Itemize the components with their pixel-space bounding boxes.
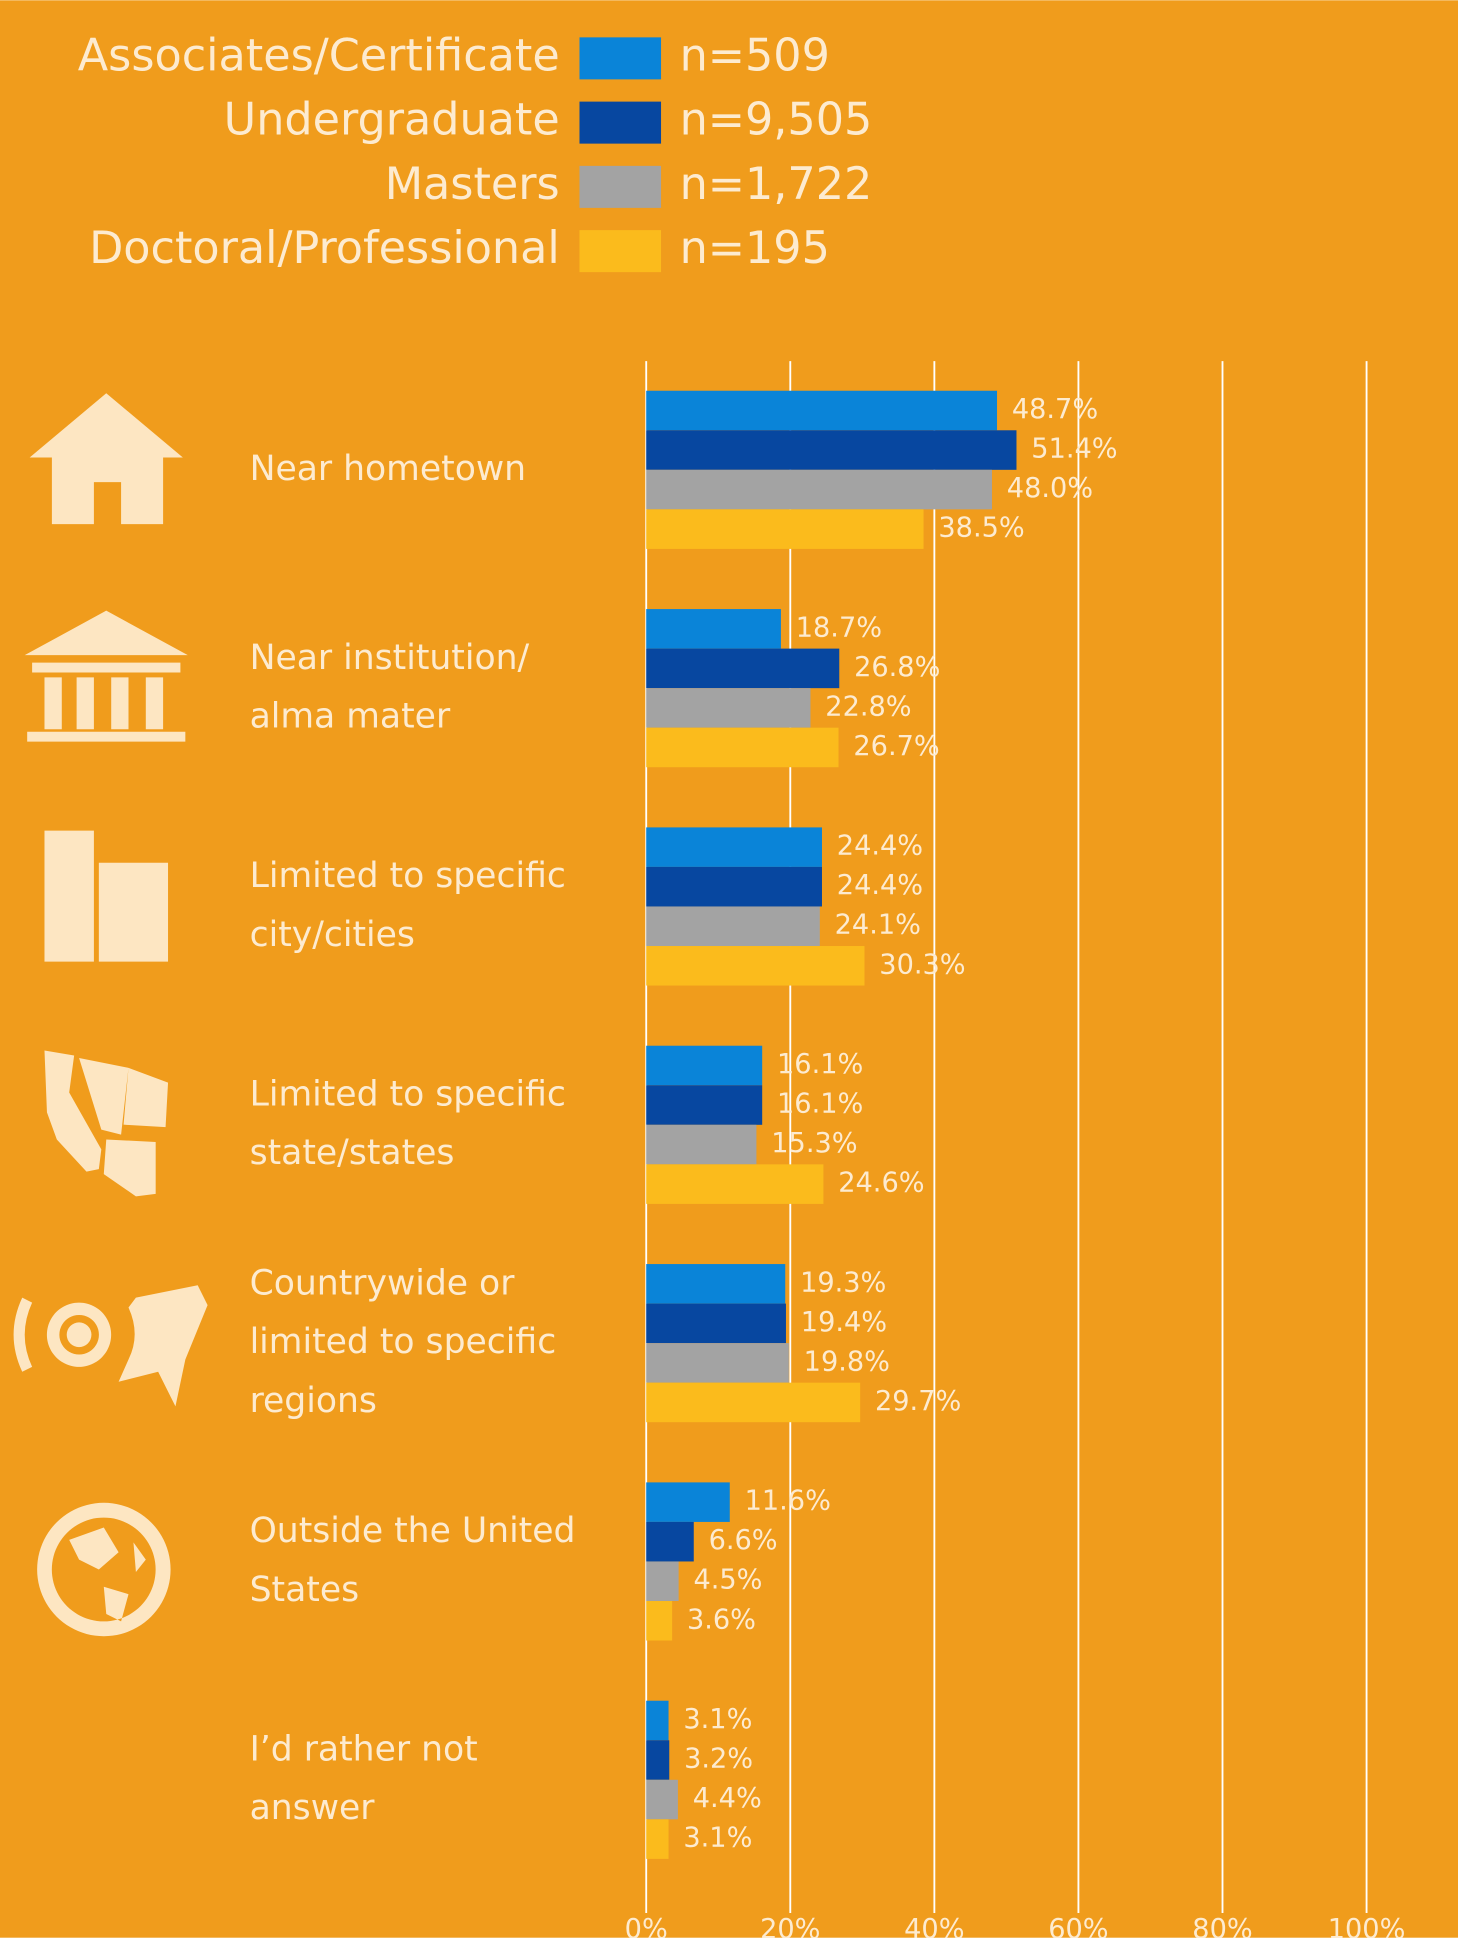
- bar: [646, 1561, 679, 1602]
- value-label: 24.6%: [838, 1168, 924, 1199]
- value-label: 19.8%: [804, 1346, 890, 1377]
- bar: [646, 688, 811, 728]
- bar: [646, 1303, 786, 1344]
- value-label: 3.2%: [684, 1744, 753, 1775]
- x-tick-label: 80%: [1192, 1914, 1252, 1938]
- category-label: Outside the United States: [250, 1511, 576, 1610]
- bar: [646, 1264, 786, 1304]
- house-icon: [29, 393, 183, 525]
- value-label: 19.4%: [801, 1307, 887, 1338]
- value-label: 51.4%: [1031, 434, 1117, 465]
- bar: [646, 1343, 789, 1383]
- value-label: 16.1%: [777, 1049, 863, 1080]
- legend-swatch: [579, 101, 662, 144]
- bar: [646, 827, 822, 867]
- value-label: 48.7%: [1012, 394, 1098, 425]
- bar: [646, 906, 820, 947]
- value-label: 4.4%: [693, 1783, 762, 1814]
- bar: [646, 1819, 669, 1859]
- legend: Associates/Certificate n=509 Undergraduate…: [78, 30, 873, 274]
- category-label: Countrywide or limited to specific regions: [250, 1263, 557, 1420]
- value-label: 6.6%: [709, 1525, 778, 1556]
- legend-label: Associates/Certificate: [78, 30, 560, 81]
- category-label: Near institution/alma mater: [250, 637, 530, 736]
- bar: [646, 609, 781, 649]
- value-label: 30.3%: [879, 949, 965, 980]
- icons: [13, 393, 208, 1637]
- legend-swatch: [579, 165, 662, 208]
- value-label: 16.1%: [777, 1089, 863, 1120]
- country-icon: [13, 1285, 208, 1407]
- legend-swatch: [579, 37, 662, 80]
- bar: [646, 1124, 757, 1165]
- bar: [646, 1521, 694, 1562]
- x-tick-label: 0%: [625, 1914, 668, 1938]
- bar: [646, 1164, 824, 1204]
- category-label: Limited to specific state/states: [250, 1074, 566, 1173]
- value-label: 4.5%: [693, 1565, 762, 1596]
- value-label: 11.6%: [745, 1486, 831, 1517]
- value-label: 3.1%: [683, 1704, 752, 1735]
- bars: Near hometown 48.7% 51.4% 48.0% 38.5% Near in…: [250, 390, 1118, 1859]
- globe-icon: [37, 1502, 171, 1637]
- bar: [646, 1482, 730, 1522]
- value-label: 18.7%: [796, 612, 882, 643]
- value-label: 15.3%: [771, 1128, 857, 1159]
- states-icon: [44, 1050, 169, 1197]
- x-tick-label: 60%: [1048, 1914, 1108, 1938]
- category-label: Limited to specific city/cities: [250, 856, 566, 955]
- value-label: 3.1%: [683, 1823, 752, 1854]
- value-label: 19.3%: [800, 1267, 886, 1298]
- legend-sample: n=1,722: [680, 159, 873, 210]
- bar: [646, 469, 992, 510]
- value-label: 24.4%: [837, 870, 923, 901]
- value-label: 26.8%: [854, 652, 940, 683]
- legend-swatch: [579, 230, 662, 273]
- value-label: 48.0%: [1007, 473, 1093, 504]
- legend-label: Masters: [385, 159, 560, 210]
- bar: [646, 727, 839, 768]
- bar: [646, 1740, 670, 1780]
- value-label: 24.4%: [837, 831, 923, 862]
- city-icon: [44, 830, 169, 962]
- bar: [646, 1085, 763, 1125]
- bar: [646, 648, 840, 689]
- x-tick-label: 40%: [904, 1914, 964, 1938]
- bar: [646, 1382, 861, 1423]
- bar: [646, 509, 924, 549]
- institution-icon: [24, 610, 188, 742]
- legend-label: Doctoral/Professional: [89, 223, 560, 274]
- value-label: 29.7%: [875, 1386, 961, 1417]
- value-label: 38.5%: [938, 513, 1024, 544]
- bar: [646, 390, 998, 431]
- category-label: Near hometown: [250, 448, 526, 488]
- bar: [646, 1779, 678, 1820]
- bar: [646, 946, 865, 986]
- bar: [646, 1045, 763, 1086]
- legend-label: Undergraduate: [224, 95, 560, 146]
- value-label: 3.6%: [687, 1604, 756, 1635]
- legend-sample: n=9,505: [680, 95, 873, 146]
- region-icon: [66, 1322, 92, 1348]
- legend-sample: n=509: [680, 30, 830, 81]
- value-label: 26.7%: [853, 731, 939, 762]
- value-label: 22.8%: [825, 691, 911, 722]
- x-tick-label: 20%: [760, 1914, 820, 1938]
- value-label: 24.1%: [835, 910, 921, 941]
- bar: [646, 866, 822, 907]
- legend-sample: n=195: [680, 223, 830, 274]
- bar: [646, 1700, 669, 1741]
- bar: [646, 1601, 673, 1641]
- bar: [646, 430, 1017, 470]
- category-label: I’d rather not answer: [250, 1729, 478, 1828]
- x-tick-label: 100%: [1328, 1914, 1406, 1938]
